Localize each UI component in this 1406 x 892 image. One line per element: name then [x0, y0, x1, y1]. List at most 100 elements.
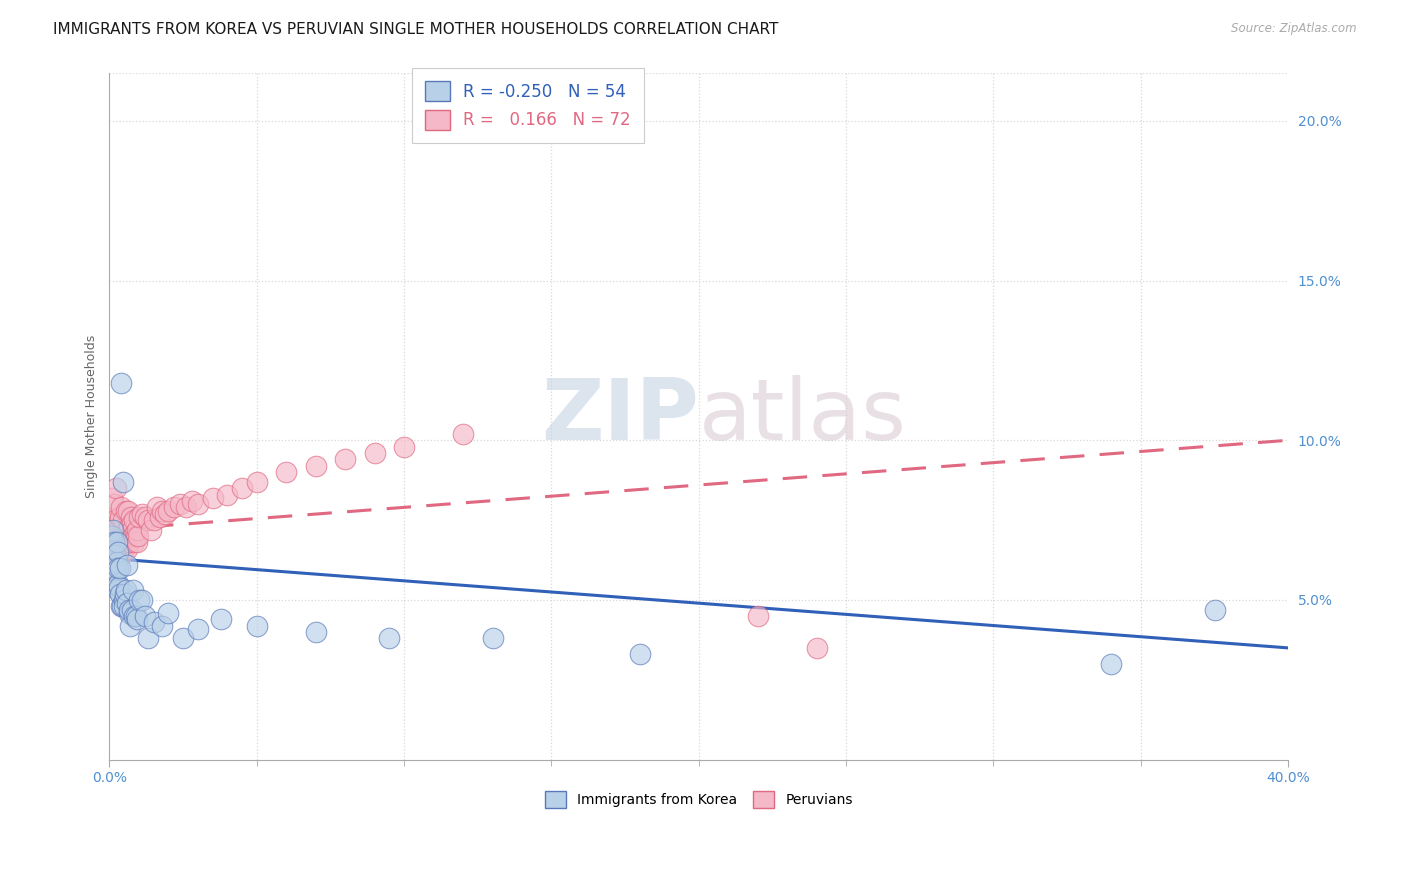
- Text: atlas: atlas: [699, 375, 907, 458]
- Point: [187, 622, 209, 636]
- Point: [157, 503, 180, 517]
- Point: [246, 475, 269, 489]
- Point: [100, 535, 122, 549]
- Point: [103, 561, 125, 575]
- Point: [107, 583, 129, 598]
- Point: [114, 586, 136, 600]
- Point: [124, 525, 146, 540]
- Point: [101, 523, 124, 537]
- Point: [392, 440, 415, 454]
- Point: [115, 541, 138, 556]
- Point: [100, 529, 122, 543]
- Point: [114, 535, 136, 549]
- Point: [305, 624, 328, 639]
- Point: [115, 523, 138, 537]
- Point: [111, 599, 134, 614]
- Point: [104, 574, 127, 588]
- Point: [276, 465, 298, 479]
- Point: [108, 529, 131, 543]
- Point: [333, 452, 356, 467]
- Point: [806, 640, 828, 655]
- Point: [105, 535, 128, 549]
- Point: [120, 510, 142, 524]
- Point: [125, 609, 148, 624]
- Point: [121, 602, 143, 616]
- Point: [118, 529, 141, 543]
- Point: [148, 510, 170, 524]
- Text: ZIP: ZIP: [541, 375, 699, 458]
- Point: [125, 535, 148, 549]
- Point: [118, 519, 141, 533]
- Point: [111, 513, 134, 527]
- Point: [104, 549, 127, 563]
- Point: [110, 549, 132, 563]
- Point: [481, 632, 503, 646]
- Point: [128, 510, 150, 524]
- Point: [152, 618, 174, 632]
- Point: [122, 529, 145, 543]
- Text: Source: ZipAtlas.com: Source: ZipAtlas.com: [1232, 22, 1357, 36]
- Point: [174, 500, 197, 515]
- Point: [108, 586, 131, 600]
- Point: [103, 497, 125, 511]
- Point: [107, 545, 129, 559]
- Point: [246, 618, 269, 632]
- Point: [131, 593, 153, 607]
- Point: [181, 494, 204, 508]
- Point: [104, 564, 127, 578]
- Point: [134, 510, 156, 524]
- Point: [628, 648, 651, 662]
- Point: [747, 609, 769, 624]
- Point: [142, 615, 165, 630]
- Point: [111, 539, 134, 553]
- Point: [105, 535, 128, 549]
- Point: [112, 593, 135, 607]
- Point: [134, 609, 156, 624]
- Point: [209, 612, 232, 626]
- Point: [105, 555, 128, 569]
- Point: [101, 491, 124, 505]
- Point: [152, 503, 174, 517]
- Point: [127, 612, 149, 626]
- Point: [172, 632, 194, 646]
- Point: [124, 609, 146, 624]
- Point: [155, 507, 177, 521]
- Point: [101, 545, 124, 559]
- Point: [187, 497, 209, 511]
- Point: [131, 507, 153, 521]
- Point: [107, 577, 129, 591]
- Point: [378, 632, 401, 646]
- Point: [108, 510, 131, 524]
- Legend: Immigrants from Korea, Peruvians: Immigrants from Korea, Peruvians: [537, 784, 860, 814]
- Point: [139, 523, 162, 537]
- Point: [163, 500, 186, 515]
- Point: [103, 529, 125, 543]
- Point: [104, 535, 127, 549]
- Point: [100, 513, 122, 527]
- Point: [111, 529, 134, 543]
- Point: [115, 558, 138, 572]
- Point: [201, 491, 224, 505]
- Point: [118, 602, 141, 616]
- Point: [117, 535, 139, 549]
- Point: [136, 632, 159, 646]
- Point: [115, 596, 138, 610]
- Point: [112, 535, 135, 549]
- Point: [108, 545, 131, 559]
- Point: [169, 497, 191, 511]
- Point: [104, 481, 127, 495]
- Point: [127, 523, 149, 537]
- Point: [103, 535, 125, 549]
- Point: [121, 516, 143, 531]
- Point: [136, 513, 159, 527]
- Point: [104, 513, 127, 527]
- Point: [122, 583, 145, 598]
- Point: [107, 561, 129, 575]
- Y-axis label: Single Mother Households: Single Mother Households: [86, 334, 98, 498]
- Point: [108, 561, 131, 575]
- Point: [117, 503, 139, 517]
- Point: [104, 561, 127, 575]
- Point: [107, 523, 129, 537]
- Point: [124, 535, 146, 549]
- Point: [121, 523, 143, 537]
